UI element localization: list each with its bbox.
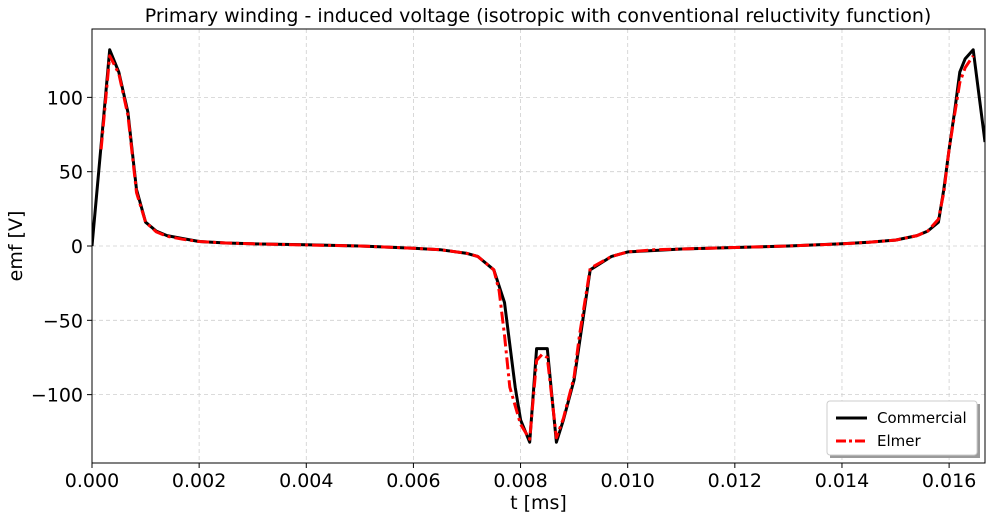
x-tick-label: 0.010: [600, 470, 654, 492]
x-tick-label: 0.002: [172, 470, 226, 492]
grid-layer: [91, 29, 985, 463]
legend: Commercial Elmer: [826, 400, 980, 458]
x-tick-label: 0.000: [65, 470, 119, 492]
plot-area-frame: [91, 28, 986, 464]
y-tick-label: −100: [31, 385, 83, 407]
x-tick-label: 0.006: [386, 470, 440, 492]
series-layer: [92, 48, 985, 444]
x-tick-label: 0.012: [708, 470, 762, 492]
x-tick-label: 0.014: [815, 470, 869, 492]
y-axis-label: emf [V]: [5, 211, 27, 282]
y-tick-label: 50: [59, 162, 83, 184]
y-axis-ticks: −100 −50 0 50 100: [31, 87, 92, 407]
chart-title: Primary winding - induced voltage (isotr…: [145, 5, 932, 27]
legend-label-elmer: Elmer: [877, 432, 921, 450]
x-axis-label: t [ms]: [510, 492, 567, 514]
series-line-elmer: [99, 54, 975, 441]
x-axis-ticks: 0.000 0.002 0.004 0.006 0.008 0.010 0.012 0.014…: [65, 463, 976, 492]
y-tick-label: 0: [71, 236, 83, 258]
y-tick-label: 100: [47, 87, 83, 109]
legend-label-commercial: Commercial: [877, 409, 967, 427]
x-tick-label: 0.016: [922, 470, 976, 492]
x-tick-label: 0.008: [493, 470, 547, 492]
y-tick-label: −50: [43, 310, 83, 332]
x-tick-label: 0.004: [279, 470, 333, 492]
